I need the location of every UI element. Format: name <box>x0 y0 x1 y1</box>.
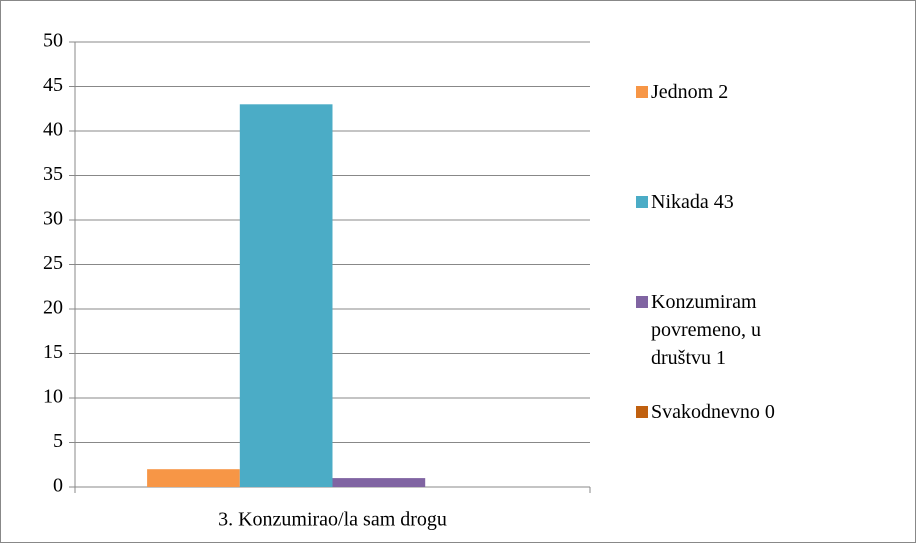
y-tick-label: 30 <box>43 208 63 230</box>
y-tick-label: 15 <box>43 341 63 363</box>
x-tick-label: 3. Konzumirao/la sam drogu <box>218 509 447 531</box>
legend-swatch <box>636 196 648 208</box>
y-tick-label: 5 <box>53 430 63 452</box>
y-tick-label: 40 <box>43 119 63 141</box>
legend-label: Jednom 2 <box>651 81 729 103</box>
legend-item: Nikada 43 <box>636 188 816 216</box>
y-tick-label: 50 <box>43 30 63 52</box>
legend-swatch <box>636 86 648 98</box>
legend-item: Svakodnevno 0 <box>636 398 816 426</box>
y-tick-label: 20 <box>43 297 63 319</box>
legend-swatch <box>636 296 648 308</box>
bar <box>332 478 426 487</box>
bar <box>147 469 240 487</box>
legend-label: Svakodnevno 0 <box>651 401 775 423</box>
legend-swatch <box>636 406 648 418</box>
y-tick-label: 0 <box>53 475 63 497</box>
legend-item: Konzumiram povremeno, u društvu 1 <box>636 288 816 372</box>
bar <box>239 104 333 488</box>
legend-label: Konzumiram povremeno, u društvu 1 <box>651 291 761 369</box>
y-tick-label: 10 <box>43 386 63 408</box>
y-tick-label: 35 <box>43 163 63 185</box>
y-tick-label: 45 <box>43 74 63 96</box>
legend-label: Nikada 43 <box>651 191 734 213</box>
y-tick-label: 25 <box>43 252 63 274</box>
legend-item: Jednom 2 <box>636 78 816 106</box>
